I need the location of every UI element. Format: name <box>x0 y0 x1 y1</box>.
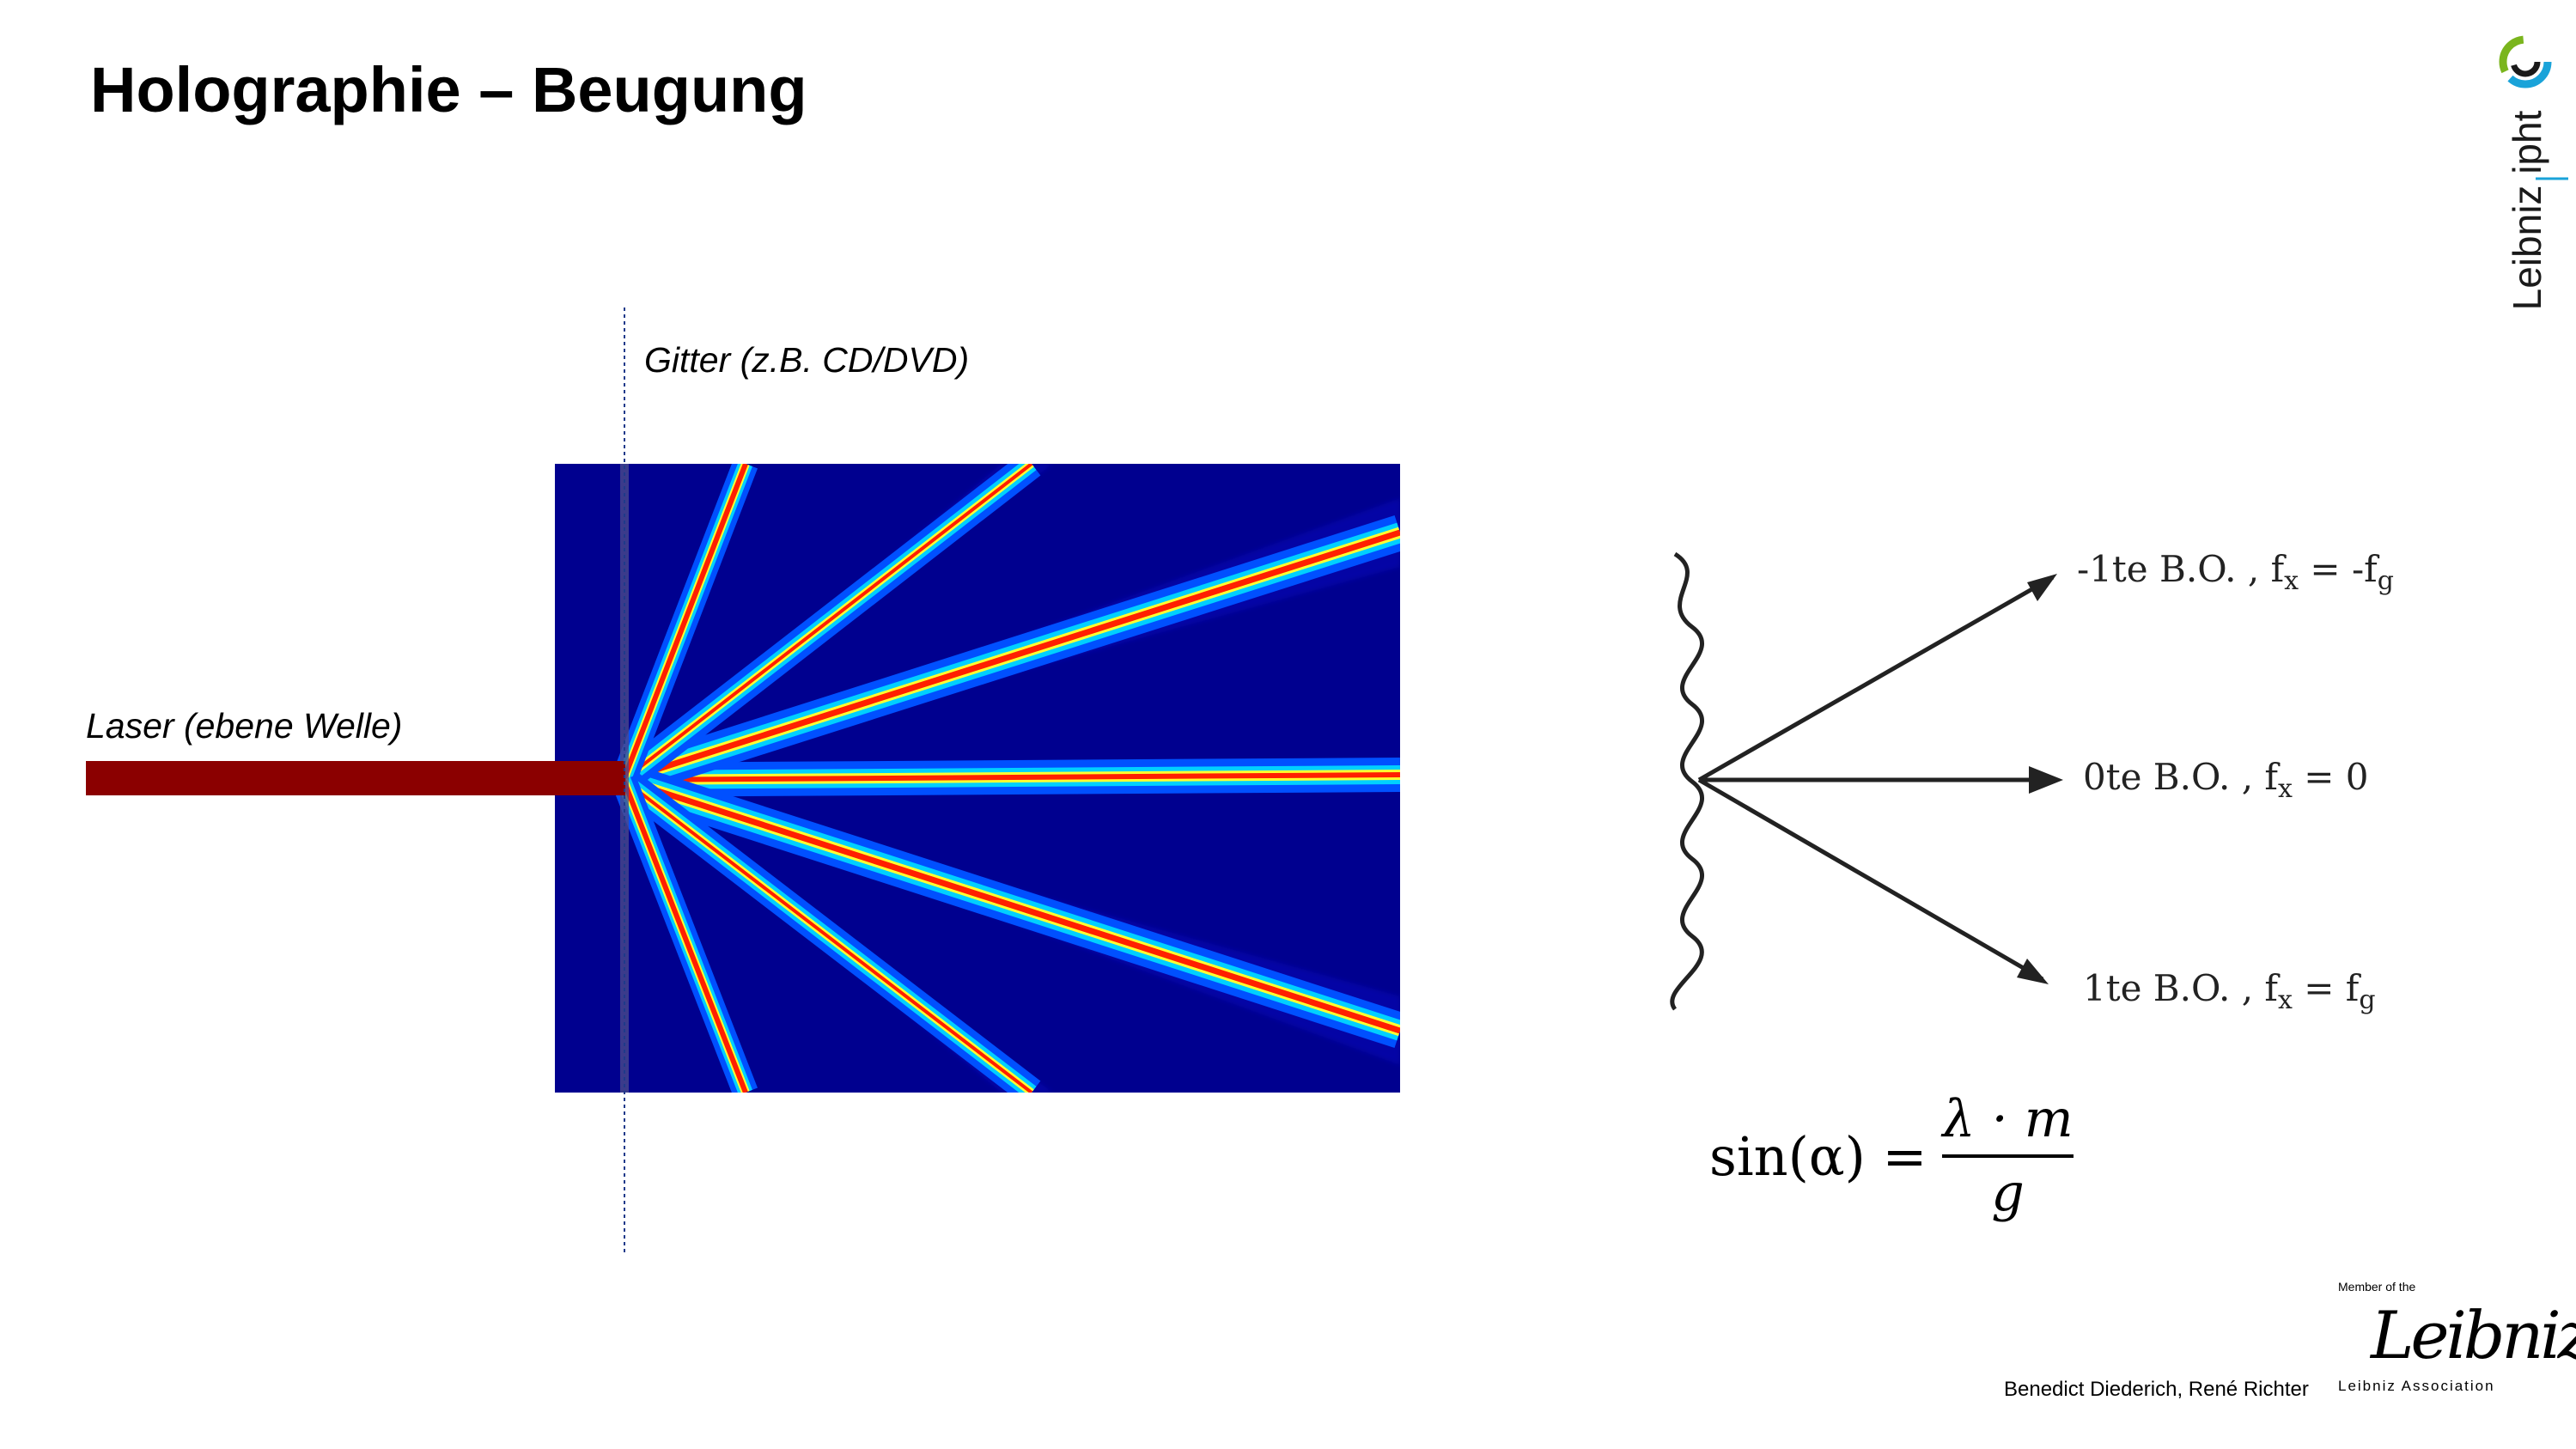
order-label-minus1-sub: x <box>2284 566 2299 596</box>
ipht-logo-mark <box>2499 35 2568 180</box>
grating-equation: sin(α) = λ · m g <box>1709 1089 2074 1223</box>
member-text: Member of the <box>2338 1280 2416 1294</box>
wavy-grating <box>1670 551 1705 1011</box>
grating-label: Gitter (z.B. CD/DVD) <box>644 340 970 380</box>
leibniz-signature: Leibniz <box>2371 1297 2576 1373</box>
leibniz-association-logo: Member of the Leibniz Leibniz Associatio… <box>2336 1280 2576 1426</box>
order-label-plus1-prefix: 1te B.O. , f <box>2083 967 2278 1009</box>
ipht-logo-text: Leibniz ipht <box>2504 82 2555 339</box>
laser-label: Laser (ebene Welle) <box>86 706 403 746</box>
order-label-0-prefix: 0te B.O. , f <box>2083 756 2278 798</box>
order-label-minus1-eq: = -f <box>2299 548 2378 590</box>
laser-beam <box>86 761 625 795</box>
order-minus2-beam <box>614 464 1041 792</box>
order-plus2-beam <box>614 768 1041 1093</box>
order-minus3-beam <box>612 464 758 785</box>
diffraction-schematic <box>1670 551 2063 1011</box>
order-label-plus1-eq: = f <box>2292 967 2360 1009</box>
arrow-order-plus1 <box>1697 777 2044 982</box>
formula-lhs: sin(α) = <box>1709 1124 1927 1188</box>
order-0-beam <box>623 758 1400 797</box>
formula-numerator: λ · m <box>1942 1089 2074 1149</box>
order-label-0-sub: x <box>2277 774 2293 804</box>
slide-title: Holographie – Beugung <box>90 54 807 125</box>
ipht-logo-label: Leibniz ipht <box>2505 110 2549 311</box>
order-label-minus1: -1te B.O. , fx = -fg <box>2077 548 2394 596</box>
order-minus1-beam <box>618 514 1400 798</box>
diffraction-simulation <box>555 464 1400 1093</box>
order-label-plus1-sub: x <box>2277 985 2293 1015</box>
formula-fraction: λ · m g <box>1942 1089 2074 1223</box>
order-label-plus1: 1te B.O. , fx = fg <box>2083 967 2376 1015</box>
grating-line <box>624 307 625 1252</box>
fraction-bar <box>1942 1154 2074 1158</box>
order-plus1-beam <box>618 763 1400 1048</box>
order-label-minus1-prefix: -1te B.O. , f <box>2077 548 2285 590</box>
order-label-plus1-sub2: g <box>2359 985 2376 1015</box>
footer-authors: Benedict Diederich, René Richter <box>2004 1378 2309 1401</box>
formula-denominator: g <box>1991 1163 2025 1223</box>
ipht-logo: Leibniz ipht <box>2482 26 2568 318</box>
order-label-0-eq: = 0 <box>2292 756 2369 798</box>
order-label-0: 0te B.O. , fx = 0 <box>2083 756 2369 804</box>
order-label-minus1-sub2: g <box>2377 566 2394 596</box>
order-plus3-beam <box>612 775 758 1093</box>
association-text: Leibniz Association <box>2338 1378 2495 1394</box>
arrow-order-minus1 <box>1697 575 2055 782</box>
